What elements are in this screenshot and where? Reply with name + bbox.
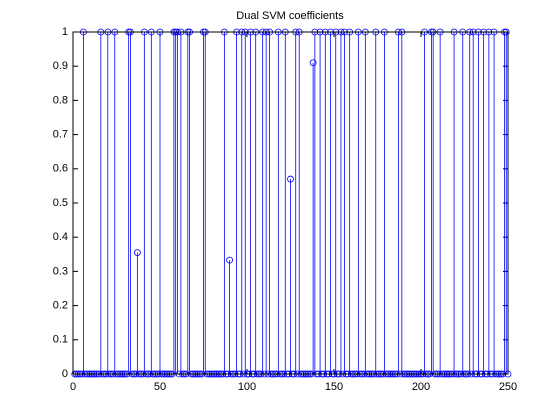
y-tick-label: 0.1 [53, 334, 68, 346]
y-tick-label: 0.4 [53, 231, 68, 243]
x-tick-label: 100 [238, 381, 256, 393]
x-tick-label: 150 [325, 381, 343, 393]
y-tick-label: 1 [62, 26, 68, 38]
axes-box [72, 31, 509, 375]
y-tick-label: 0.8 [53, 94, 68, 106]
stem-marker [309, 59, 317, 67]
x-tick-label: 50 [154, 381, 166, 393]
x-tick-label: 0 [70, 381, 76, 393]
x-tick-label: 250 [499, 381, 517, 393]
x-tick-label: 200 [412, 381, 430, 393]
stem-marker [287, 175, 294, 183]
y-tick-label: 0.6 [53, 163, 68, 175]
y-tick-label: 0.5 [53, 197, 68, 209]
chart-title: Dual SVM coefficients [236, 10, 344, 22]
y-tick-label: 0.7 [53, 129, 68, 141]
stem-marker [133, 249, 141, 256]
y-tick-label: 0 [62, 368, 68, 380]
stem-marker [226, 256, 234, 264]
y-tick-label: 0.2 [53, 300, 68, 312]
y-tick-label: 0.3 [53, 265, 68, 277]
y-tick-label: 0.9 [53, 60, 68, 72]
